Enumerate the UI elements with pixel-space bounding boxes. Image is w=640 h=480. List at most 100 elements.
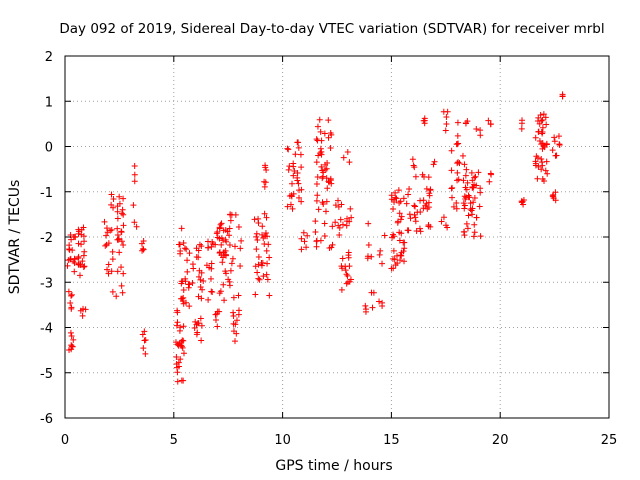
data-point bbox=[118, 238, 125, 245]
data-point bbox=[255, 219, 262, 226]
data-point bbox=[533, 153, 540, 160]
data-point bbox=[295, 144, 302, 151]
data-point bbox=[104, 229, 111, 236]
data-point bbox=[411, 202, 418, 209]
data-point bbox=[108, 191, 115, 198]
data-point bbox=[329, 241, 336, 248]
data-point bbox=[556, 141, 563, 148]
data-point bbox=[318, 151, 325, 158]
data-point bbox=[290, 160, 297, 167]
data-point bbox=[532, 134, 539, 141]
data-point bbox=[325, 117, 332, 124]
data-point bbox=[235, 223, 242, 230]
data-point bbox=[392, 194, 399, 201]
data-point bbox=[409, 156, 416, 163]
data-point bbox=[532, 162, 539, 169]
data-point bbox=[114, 236, 121, 243]
data-point bbox=[220, 227, 227, 234]
data-point bbox=[298, 246, 305, 253]
data-point bbox=[226, 232, 233, 239]
data-point bbox=[321, 232, 328, 239]
data-point bbox=[442, 127, 449, 134]
data-point bbox=[453, 199, 460, 206]
data-point bbox=[345, 254, 352, 261]
y-tick-label: -4 bbox=[40, 322, 53, 337]
data-point bbox=[550, 195, 557, 202]
data-point bbox=[327, 144, 334, 151]
data-point bbox=[220, 237, 227, 244]
data-point bbox=[538, 156, 545, 163]
data-point bbox=[290, 172, 297, 179]
data-point bbox=[102, 242, 109, 249]
data-point bbox=[440, 108, 447, 115]
data-point bbox=[365, 241, 372, 248]
x-tick-label: 20 bbox=[492, 433, 509, 448]
data-point bbox=[65, 257, 72, 264]
data-point bbox=[237, 245, 244, 252]
data-point bbox=[398, 252, 405, 259]
data-point bbox=[412, 203, 419, 210]
data-point bbox=[133, 223, 140, 230]
data-point bbox=[213, 230, 220, 237]
data-point bbox=[335, 197, 342, 204]
data-point bbox=[183, 299, 190, 306]
data-point bbox=[131, 171, 138, 178]
data-point bbox=[460, 200, 467, 207]
data-point bbox=[174, 309, 181, 316]
data-point bbox=[76, 272, 83, 279]
y-tick-label: 1 bbox=[45, 95, 53, 110]
data-point bbox=[477, 127, 484, 134]
data-point bbox=[120, 211, 127, 218]
data-point bbox=[404, 227, 411, 234]
data-point bbox=[131, 219, 138, 226]
data-point bbox=[393, 195, 400, 202]
data-point bbox=[376, 298, 383, 305]
data-point bbox=[364, 253, 371, 260]
data-point bbox=[81, 263, 88, 270]
x-tick-label: 0 bbox=[61, 433, 69, 448]
data-point bbox=[262, 164, 269, 171]
data-point bbox=[177, 356, 184, 363]
y-axis-label: SDTVAR / TECUs bbox=[7, 180, 23, 295]
data-point bbox=[454, 141, 461, 148]
data-point bbox=[291, 168, 298, 175]
data-point bbox=[344, 148, 351, 155]
data-point bbox=[174, 378, 181, 385]
y-tick-label: -2 bbox=[40, 231, 53, 246]
data-point bbox=[109, 288, 116, 295]
data-point bbox=[327, 177, 334, 184]
data-point bbox=[312, 218, 319, 225]
data-point bbox=[448, 147, 455, 154]
data-point bbox=[219, 259, 226, 266]
data-point bbox=[265, 241, 272, 248]
data-point bbox=[454, 132, 461, 139]
data-point bbox=[108, 268, 115, 275]
data-point bbox=[461, 193, 468, 200]
data-point bbox=[238, 237, 245, 244]
data-point bbox=[468, 169, 475, 176]
data-point bbox=[189, 261, 196, 268]
data-point bbox=[406, 185, 413, 192]
data-point bbox=[559, 93, 566, 100]
data-point bbox=[460, 177, 467, 184]
data-point bbox=[80, 233, 87, 240]
data-point bbox=[253, 233, 260, 240]
data-point bbox=[228, 260, 235, 267]
data-point bbox=[193, 245, 200, 252]
data-point bbox=[198, 337, 205, 344]
data-point bbox=[390, 247, 397, 254]
data-point bbox=[518, 125, 525, 132]
data-point bbox=[287, 201, 294, 208]
data-point bbox=[313, 238, 320, 245]
data-point bbox=[362, 302, 369, 309]
data-point bbox=[118, 264, 125, 271]
data-point bbox=[473, 214, 480, 221]
data-point bbox=[220, 249, 227, 256]
data-point bbox=[189, 279, 196, 286]
data-point bbox=[217, 221, 224, 228]
data-point bbox=[256, 276, 263, 283]
data-point bbox=[346, 278, 353, 285]
x-axis-label: GPS time / hours bbox=[275, 458, 392, 474]
data-point bbox=[392, 262, 399, 269]
